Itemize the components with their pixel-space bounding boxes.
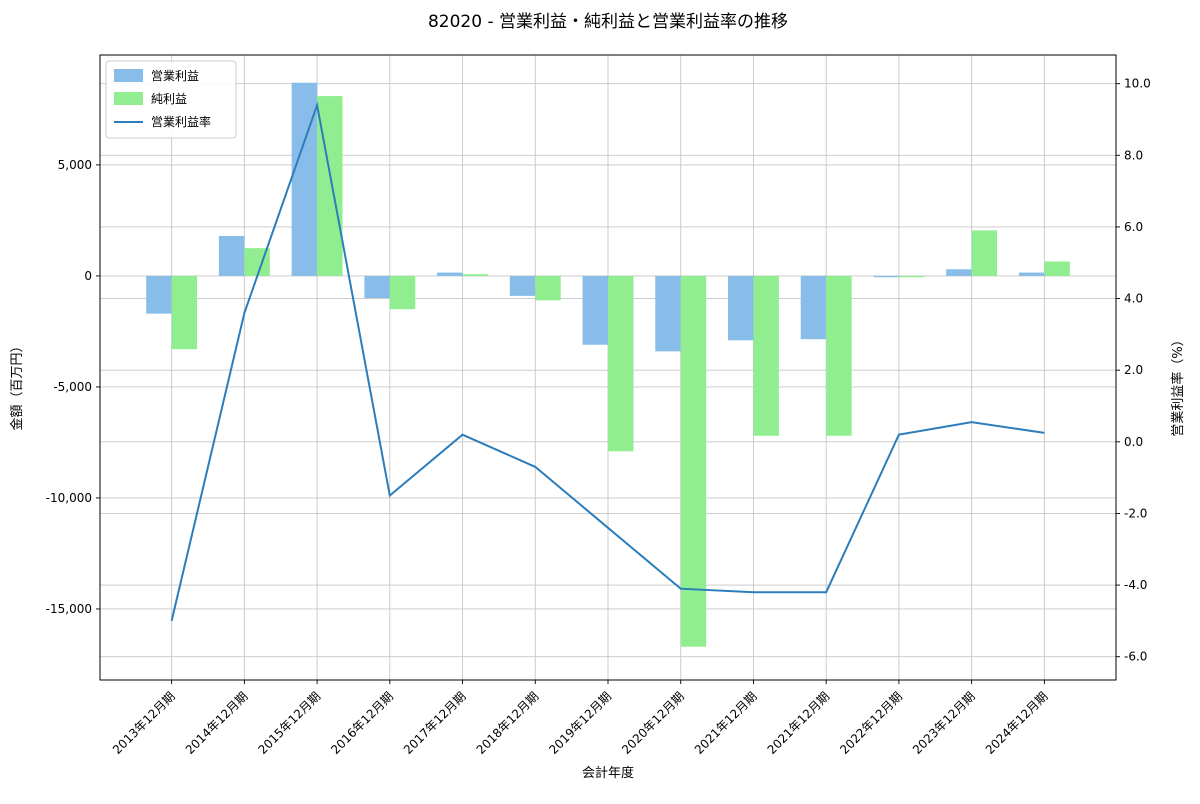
axis-ticks: 5,000 0 -5,000 -10,000 -15,000 10.0 8.0 6.0 4.0 2…	[46, 77, 1151, 757]
bar-net-profit	[535, 275, 561, 301]
bar-series-net-profit	[171, 96, 1070, 647]
bar-operating-profit	[509, 275, 536, 296]
y-tick-label-right: -6.0	[1124, 650, 1147, 664]
y-tick-label-left: -10,000	[46, 491, 92, 505]
plot-area: 5,000 0 -5,000 -10,000 -15,000 10.0 8.0 6.0 4.0 2…	[46, 54, 1151, 757]
bar-net-profit	[1044, 261, 1070, 276]
bar-net-profit	[971, 230, 998, 276]
x-tick-label: 2018年12月期	[474, 689, 542, 757]
y-axis-label-right: 営業利益率（%）	[1170, 333, 1186, 436]
y-tick-label-right: 0.0	[1124, 435, 1143, 449]
bar-operating-profit	[655, 275, 681, 352]
x-tick-label: 2020年12月期	[619, 689, 687, 757]
x-axis-label: 会計年度	[582, 765, 634, 781]
y-tick-label-left: -15,000	[46, 602, 92, 616]
x-tick-label: 2019年12月期	[546, 689, 614, 757]
y-tick-label-left: -5,000	[53, 380, 92, 394]
y-tick-label-right: -4.0	[1124, 578, 1147, 592]
chart-title: 82020 - 営業利益・純利益と営業利益率の推移	[428, 12, 788, 32]
x-tick-label: 2022年12月期	[837, 689, 905, 757]
bar-operating-profit	[946, 269, 972, 276]
bar-net-profit	[608, 275, 634, 452]
bar-operating-profit	[873, 275, 899, 278]
y-tick-label-right: 6.0	[1124, 220, 1143, 234]
legend-label-net-profit: 純利益	[151, 92, 187, 106]
x-tick-label: 2021年12月期	[692, 689, 760, 757]
x-tick-label: 2023年12月期	[910, 689, 978, 757]
bar-operating-profit	[800, 275, 827, 340]
bar-operating-profit	[291, 82, 318, 276]
bar-operating-profit	[146, 275, 172, 314]
x-tick-label: 2017年12月期	[401, 689, 469, 757]
y-tick-label-right: 8.0	[1124, 148, 1143, 162]
bar-net-profit	[171, 275, 198, 350]
bar-net-profit	[462, 274, 488, 276]
bar-operating-profit	[364, 275, 390, 299]
bar-operating-profit	[728, 275, 754, 341]
legend-swatch-net-profit	[114, 92, 143, 105]
y-tick-label-right: 10.0	[1124, 77, 1151, 91]
x-tick-label: 2021年12月期	[765, 689, 833, 757]
x-tick-label: 2016年12月期	[328, 689, 396, 757]
gridlines	[100, 55, 1116, 680]
bar-net-profit	[898, 275, 925, 278]
legend-swatch-operating-profit	[114, 69, 143, 82]
legend-label-operating-profit: 営業利益	[151, 69, 199, 83]
bar-net-profit	[826, 275, 852, 436]
y-tick-label-right: 2.0	[1124, 363, 1143, 377]
bar-net-profit	[753, 275, 779, 436]
x-tick-label: 2014年12月期	[183, 689, 251, 757]
y-tick-label-right: 4.0	[1124, 292, 1143, 306]
bar-net-profit	[680, 275, 707, 647]
bar-series-operating-profit	[146, 82, 1045, 352]
y-tick-label-left: 5,000	[58, 158, 92, 172]
y-tick-label-right: -2.0	[1124, 506, 1147, 520]
bar-operating-profit	[1018, 272, 1045, 276]
x-tick-label: 2013年12月期	[110, 689, 178, 757]
bar-operating-profit	[582, 275, 608, 345]
x-tick-label: 2015年12月期	[255, 689, 323, 757]
legend-label-operating-margin: 営業利益率	[151, 114, 211, 129]
y-axis-label-left: 金額（百万円）	[9, 339, 25, 430]
bar-operating-profit	[437, 272, 463, 276]
line-operating-margin	[170, 101, 1045, 622]
bar-net-profit	[389, 275, 416, 310]
x-tick-label: 2024年12月期	[983, 689, 1051, 757]
bar-operating-profit	[218, 235, 245, 276]
y-tick-label-left: 0	[84, 269, 92, 283]
